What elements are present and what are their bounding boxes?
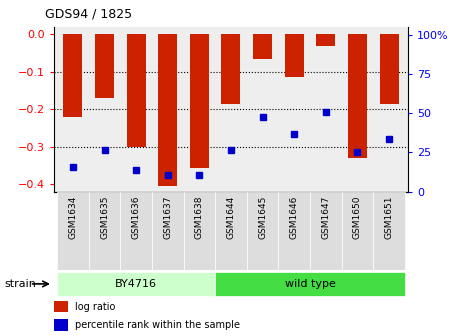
Text: GSM1645: GSM1645 [258,196,267,239]
Bar [215,272,405,296]
Text: percentile rank within the sample: percentile rank within the sample [75,320,240,330]
Bar [247,192,279,270]
Bar [310,192,341,270]
Bar [63,34,83,118]
Text: GSM1634: GSM1634 [68,196,77,239]
Bar [190,34,209,168]
Bar [57,272,215,296]
Bar [95,34,114,98]
Text: GSM1638: GSM1638 [195,196,204,239]
Bar [253,34,272,59]
Bar [317,34,335,46]
Text: GSM1650: GSM1650 [353,196,362,239]
Text: GSM1647: GSM1647 [321,196,330,239]
Bar [348,34,367,158]
Bar [379,34,399,103]
Bar [54,319,68,331]
Bar [183,192,215,270]
Text: GSM1637: GSM1637 [163,196,172,239]
Text: wild type: wild type [285,279,335,289]
Text: log ratio: log ratio [75,302,115,312]
Text: BY4716: BY4716 [115,279,157,289]
Bar [341,192,373,270]
Text: GSM1646: GSM1646 [290,196,299,239]
Bar [373,192,405,270]
Bar [215,192,247,270]
Bar [158,34,177,186]
Bar [285,34,304,77]
Bar [127,34,145,146]
Text: GDS94 / 1825: GDS94 / 1825 [45,7,132,20]
Text: strain: strain [5,279,37,289]
Bar [57,192,89,270]
Bar [89,192,121,270]
Bar [121,192,152,270]
Text: GSM1635: GSM1635 [100,196,109,239]
Bar [279,192,310,270]
Bar [152,192,183,270]
Bar [54,301,68,312]
Bar [221,34,241,103]
Text: GSM1644: GSM1644 [227,196,235,239]
Text: GSM1636: GSM1636 [132,196,141,239]
Text: GSM1651: GSM1651 [385,196,393,239]
